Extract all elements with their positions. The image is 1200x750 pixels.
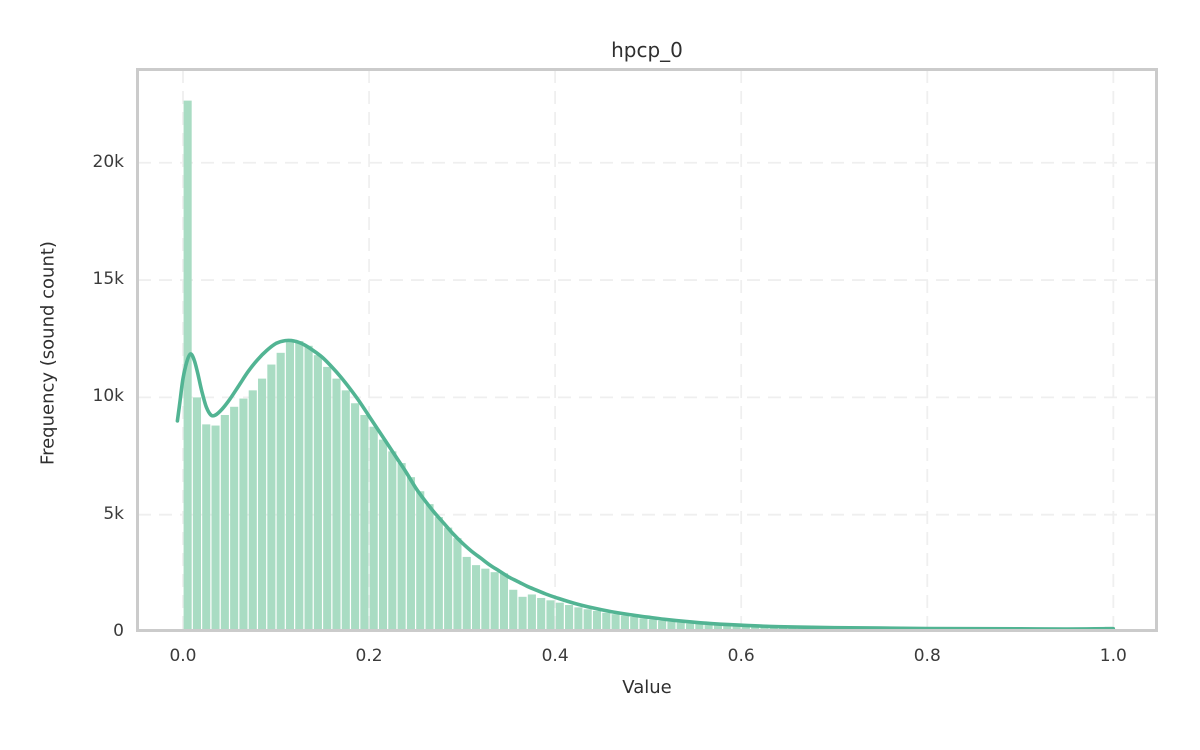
y-tick-label: 0	[113, 621, 124, 641]
histogram-bar	[685, 623, 695, 631]
histogram-bar	[620, 615, 629, 631]
x-tick-label: 0.6	[727, 646, 755, 666]
histogram-bar	[425, 504, 434, 631]
histogram-bar	[565, 605, 574, 631]
histogram-bar	[732, 626, 741, 631]
histogram-bar	[592, 610, 602, 631]
y-tick-label: 5k	[103, 503, 124, 524]
y-tick-label: 20k	[92, 151, 124, 172]
histogram-bar	[285, 342, 295, 631]
chart-title: hpcp_0	[611, 38, 683, 62]
histogram-bar	[704, 624, 713, 631]
histogram-bar	[239, 398, 248, 631]
histogram-bar	[341, 390, 350, 631]
histogram-bar	[695, 624, 704, 631]
histogram-bar	[202, 424, 211, 631]
histogram-bar	[220, 414, 229, 631]
histogram-bar	[546, 600, 555, 631]
histogram-bar	[323, 366, 332, 631]
histogram-bar	[332, 378, 341, 631]
histogram-bar	[741, 626, 750, 631]
histogram-bar	[537, 597, 546, 631]
histogram-bar	[360, 414, 369, 631]
histogram-bar	[723, 625, 732, 631]
histogram-bar	[267, 364, 276, 631]
histogram-bar	[416, 491, 425, 631]
x-axis-label: Value	[622, 677, 672, 698]
histogram-bar	[667, 621, 676, 631]
histogram-bar	[378, 439, 388, 631]
histogram-bar	[304, 345, 313, 631]
histogram-bar	[639, 618, 648, 631]
histogram-bar	[183, 100, 192, 631]
histogram-bar	[230, 406, 239, 631]
histogram-bar	[295, 341, 304, 631]
histogram-bar	[397, 463, 406, 631]
histogram-bar	[648, 619, 657, 631]
x-tick-label: 0.8	[913, 646, 941, 666]
histogram-bar	[248, 390, 257, 631]
histogram-bar	[713, 625, 722, 631]
histogram-bar	[444, 527, 453, 631]
histogram-bar	[388, 451, 397, 631]
histogram-bar	[499, 573, 509, 631]
histogram-bar	[192, 397, 201, 631]
histogram-bar	[518, 596, 527, 631]
kde-curve	[175, 338, 1116, 631]
histogram-bar	[406, 477, 415, 631]
histogram-bar	[258, 378, 267, 631]
plot-border	[136, 68, 1158, 632]
histogram-bar	[509, 589, 518, 631]
y-tick-label: 10k	[92, 386, 124, 407]
x-tick-label: 1.0	[1099, 646, 1127, 666]
histogram-bar	[555, 602, 564, 631]
histogram-bar	[434, 517, 443, 631]
histogram-bar	[481, 568, 490, 631]
histogram-bar	[276, 352, 285, 631]
x-tick-label: 0.0	[169, 646, 197, 666]
histogram-bar	[462, 556, 471, 631]
histogram-bar	[369, 426, 378, 631]
histogram-bar	[658, 620, 667, 631]
histogram-bar	[490, 572, 499, 631]
histogram-bar	[351, 403, 360, 631]
histogram-bar	[630, 616, 639, 631]
histogram-bar	[527, 594, 536, 631]
histogram-bar	[611, 614, 620, 631]
x-tick-label: 0.2	[355, 646, 383, 666]
histogram-bar	[471, 565, 481, 631]
histogram-bar	[583, 609, 592, 631]
histogram-bar	[313, 355, 322, 631]
x-tick-label: 0.4	[541, 646, 569, 666]
histogram-bar	[602, 612, 611, 631]
histogram-bar	[211, 425, 220, 631]
histogram-bar	[574, 607, 583, 631]
histogram-bar	[676, 622, 685, 631]
histogram-bar	[453, 538, 462, 631]
y-tick-label: 15k	[92, 269, 124, 290]
